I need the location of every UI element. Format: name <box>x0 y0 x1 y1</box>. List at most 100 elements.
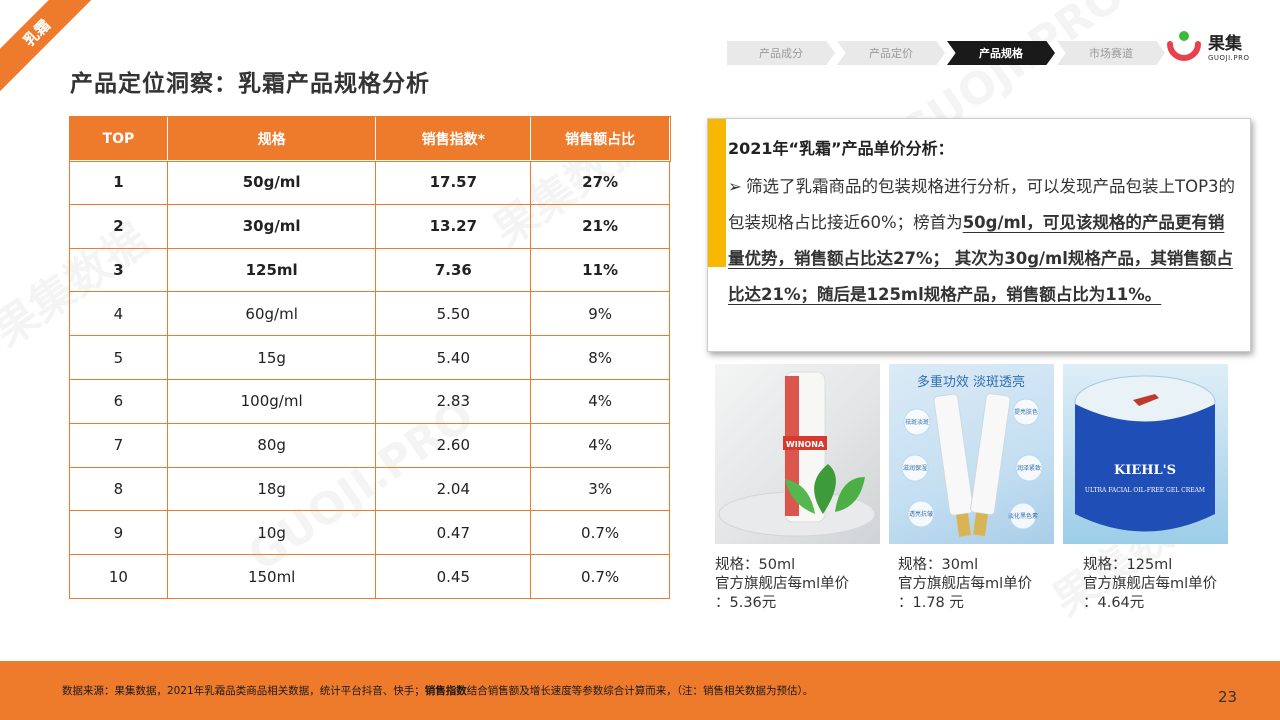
bubble-label: 祛斑淡斑 <box>905 418 929 426</box>
table-cell: 2 <box>69 203 168 249</box>
product-spec: 规格：50ml <box>715 557 796 573</box>
product-caption-3: 规格：125ml 官方旗舰店每ml单价 ：4.64元 <box>1083 556 1253 613</box>
table-cell: 5.50 <box>375 291 532 337</box>
table-cell: 15g <box>166 335 377 380</box>
product-banner-text: 多重功效 淡斑透亮 <box>917 374 1025 390</box>
table-header-row: TOP 规格 销售指数* 销售额占比 <box>68 115 671 162</box>
logo-icon <box>1164 30 1204 66</box>
product-unit-price-label: 官方旗舰店每ml单价 <box>1083 576 1218 592</box>
logo-name: 果集 <box>1208 33 1242 54</box>
table-cell: 5 <box>69 335 168 380</box>
product-brand-text: WINONA <box>786 440 825 449</box>
page-number: 23 <box>1218 688 1238 706</box>
source-bold-term: 销售指数 <box>424 685 467 697</box>
analysis-text-highlight: 50g/ml，可见该规格的产品更有销量优势，销售额占比达27%； 其次为30g/… <box>728 213 1233 304</box>
breadcrumb-item-specs[interactable]: 产品规格 <box>947 41 1055 65</box>
column-header: 规格 <box>166 116 377 161</box>
breadcrumb-item-ingredients[interactable]: 产品成分 <box>727 41 835 65</box>
corner-tag: 乳霜 <box>0 0 120 120</box>
table-cell: 4% <box>530 378 670 424</box>
product-unit-price: ：4.64元 <box>1083 595 1145 611</box>
analysis-text: ➢ 筛选了乳霜商品的包装规格进行分析，可以发现产品包装上TOP3的包装规格占比接近… <box>728 169 1238 313</box>
footer-bar <box>0 661 1280 720</box>
source-prefix: 数据来源：果集数据，2021年乳霜品类商品相关数据，统计平台抖音、快手； <box>62 685 425 697</box>
table-cell: 5.40 <box>375 335 532 380</box>
table-row: 3 125ml 7.36 11% <box>69 247 670 293</box>
breadcrumb-item-market[interactable]: 市场赛道 <box>1057 41 1165 65</box>
table-cell: 7.36 <box>375 247 532 293</box>
product-image-kiehls: KIEHL'S ULTRA FACIAL OIL-FREE GEL CREAM <box>1063 364 1228 544</box>
logo: 果集 GUOJI.PRO <box>1164 30 1250 66</box>
column-header: TOP <box>69 116 168 161</box>
product-spec: 规格：30ml <box>898 557 979 573</box>
analysis-box: 2021年“乳霜”产品单价分析： ➢ 筛选了乳霜商品的包装规格进行分析，可以发现产… <box>707 118 1251 352</box>
table-cell: 27% <box>530 160 670 205</box>
table-cell: 2.83 <box>375 378 532 424</box>
table-row: 6 100g/ml 2.83 4% <box>69 378 670 424</box>
table-cell: 3% <box>530 466 670 512</box>
table-cell: 13.27 <box>375 203 532 249</box>
bubble-label: 提亮肤色 <box>1014 408 1038 416</box>
table-cell: 60g/ml <box>166 291 377 337</box>
product-image-winona: WINONA <box>715 364 880 544</box>
table-cell: 10 <box>69 554 168 599</box>
product-caption-1: 规格：50ml 官方旗舰店每ml单价 ：5.36元 <box>715 556 885 613</box>
table-cell: 4 <box>69 291 168 337</box>
product-unit-price-label: 官方旗舰店每ml单价 <box>898 576 1033 592</box>
product-unit-price-label: 官方旗舰店每ml单价 <box>715 576 850 592</box>
table-cell: 3 <box>69 247 168 293</box>
table-row: 10 150ml 0.45 0.7% <box>69 554 670 599</box>
product-spec: 规格：125ml <box>1083 557 1173 573</box>
table-cell: 30g/ml <box>166 203 377 249</box>
column-header: 销售指数* <box>375 116 532 161</box>
table-cell: 21% <box>530 203 670 249</box>
table-row: 5 15g 5.40 8% <box>69 335 670 380</box>
analysis-title: 2021年“乳霜”产品单价分析： <box>728 139 954 158</box>
table-cell: 9 <box>69 510 168 556</box>
table-cell: 2.04 <box>375 466 532 512</box>
table-row: 7 80g 2.60 4% <box>69 422 670 468</box>
bubble-label: 润泽紧致 <box>1017 464 1041 472</box>
bullet-arrow-icon: ➢ <box>728 177 742 196</box>
table-cell: 50g/ml <box>166 160 377 205</box>
product-unit-price: ：5.36元 <box>715 595 777 611</box>
source-suffix: 结合销售额及增长速度等参数综合计算而来，（注：销售相关数据为预估）。 <box>466 685 814 697</box>
bubble-label: 滋润保湿 <box>903 464 927 472</box>
table-cell: 0.7% <box>530 510 670 556</box>
highlight-bar <box>708 119 726 267</box>
table-cell: 10g <box>166 510 377 556</box>
table-cell: 17.57 <box>375 160 532 205</box>
table-cell: 11% <box>530 247 670 293</box>
table-cell: 4% <box>530 422 670 468</box>
table-cell: 7 <box>69 422 168 468</box>
table-cell: 2.60 <box>375 422 532 468</box>
spec-ranking-table: TOP 规格 销售指数* 销售额占比 1 50g/ml 17.57 27% 2 … <box>68 115 671 599</box>
product-brand-text: KIEHL'S <box>1114 463 1176 478</box>
table-row: 9 10g 0.47 0.7% <box>69 510 670 556</box>
table-cell: 80g <box>166 422 377 468</box>
table-cell: 150ml <box>166 554 377 599</box>
table-cell: 8% <box>530 335 670 380</box>
table-cell: 0.7% <box>530 554 670 599</box>
product-jar-text: ULTRA FACIAL OIL-FREE GEL CREAM <box>1085 487 1205 494</box>
table-cell: 0.45 <box>375 554 532 599</box>
analysis-text-plain: 筛选了乳霜商品的包装规格进行分析，可以发现产品包装上TOP3的包装规格占比接近6… <box>728 177 1236 232</box>
table-cell: 1 <box>69 160 168 205</box>
table-cell: 9% <box>530 291 670 337</box>
table-row: 1 50g/ml 17.57 27% <box>69 160 670 205</box>
column-header: 销售额占比 <box>530 116 670 161</box>
product-unit-price: ：1.78 元 <box>898 595 964 611</box>
table-cell: 8 <box>69 466 168 512</box>
logo-domain: GUOJI.PRO <box>1208 53 1250 62</box>
bubble-label: 淡化黑色素 <box>1008 512 1038 520</box>
table-row: 2 30g/ml 13.27 21% <box>69 203 670 249</box>
product-image-serum: 多重功效 淡斑透亮 祛斑淡斑 提亮肤色 滋润保湿 润泽紧致 透亮抗皱 淡化黑色素 <box>889 364 1054 544</box>
breadcrumb-item-pricing[interactable]: 产品定价 <box>837 41 945 65</box>
page-title: 产品定位洞察：乳霜产品规格分析 <box>70 71 430 97</box>
table-cell: 6 <box>69 378 168 424</box>
data-source-note: 数据来源：果集数据，2021年乳霜品类商品相关数据，统计平台抖音、快手；销售指数… <box>62 683 813 698</box>
table-cell: 125ml <box>166 247 377 293</box>
bubble-label: 透亮抗皱 <box>909 510 933 518</box>
table-row: 4 60g/ml 5.50 9% <box>69 291 670 337</box>
table-row: 8 18g 2.04 3% <box>69 466 670 512</box>
